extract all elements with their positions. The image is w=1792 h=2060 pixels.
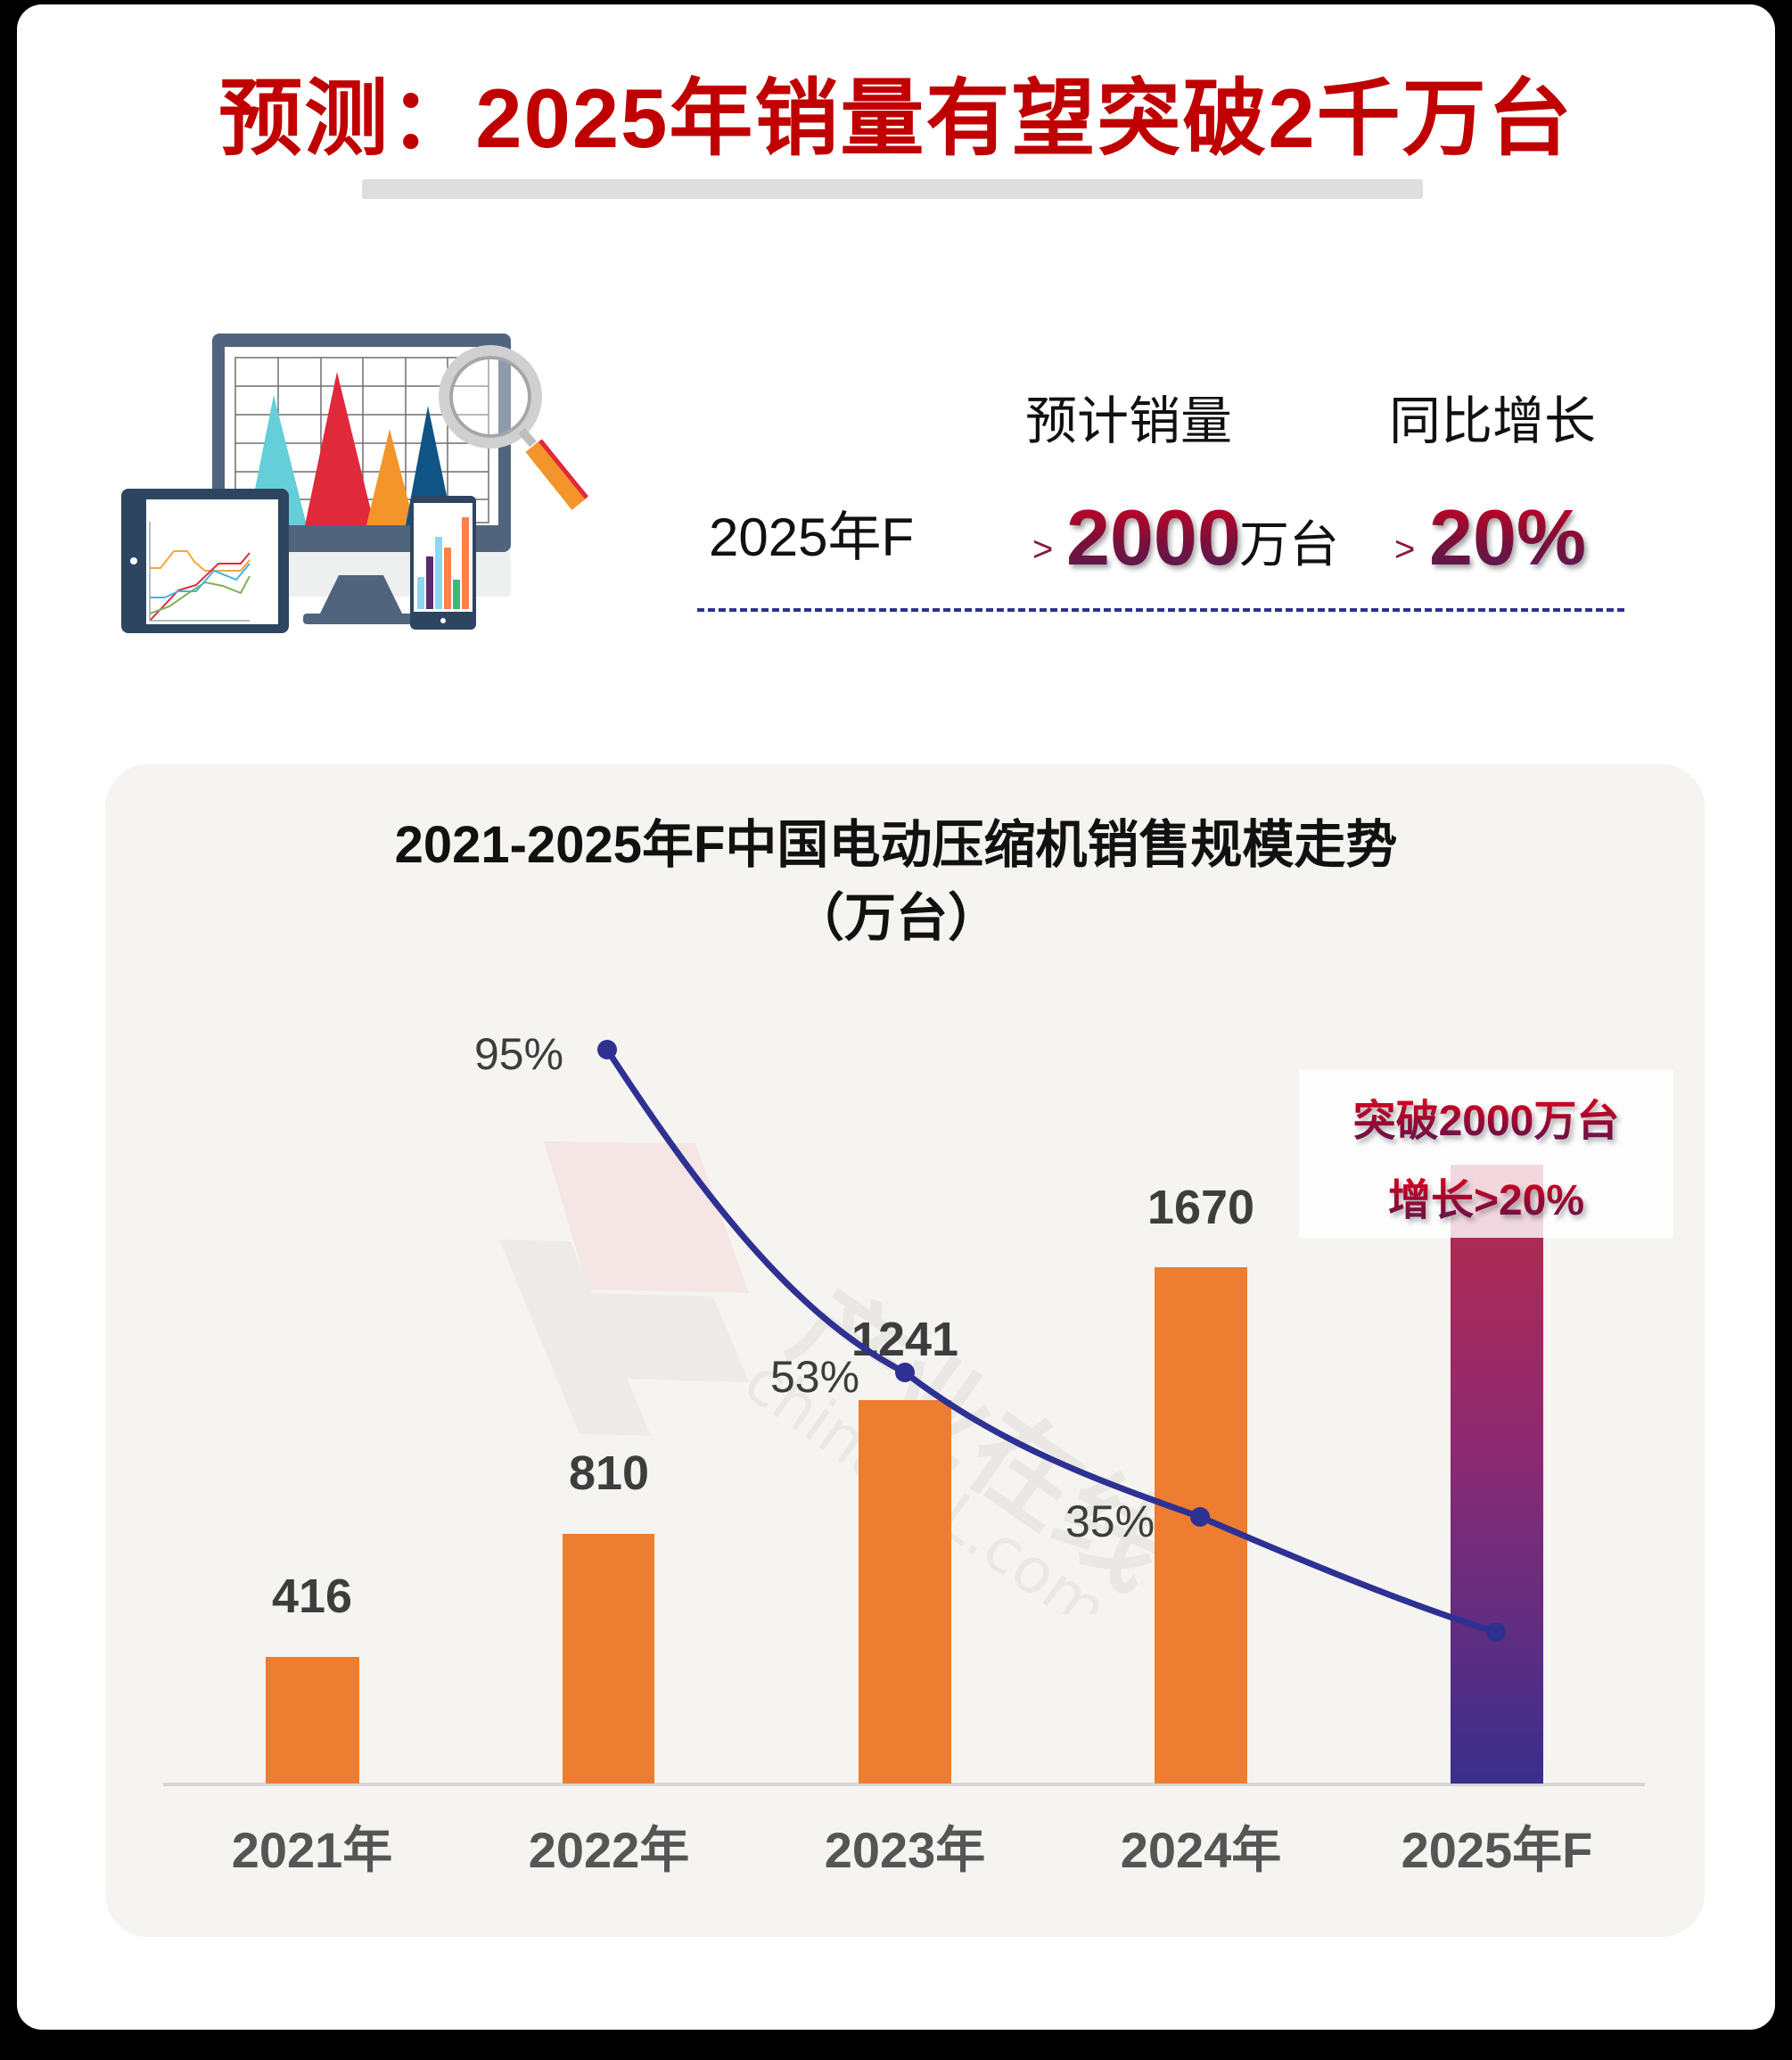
forecast-sales-value: 2000 <box>1066 493 1241 581</box>
bar-2021 <box>266 1657 359 1784</box>
forecast-growth-header: 同比增长 <box>1389 392 1597 450</box>
bar-value-2023: 1241 <box>851 1313 959 1366</box>
x-label-2021: 2021年 <box>231 1822 393 1878</box>
forecast-growth-value: 20% <box>1429 493 1587 581</box>
bar-2022 <box>563 1534 654 1784</box>
forecast-note-box <box>1299 1069 1673 1238</box>
bar-value-2024: 1670 <box>1147 1181 1255 1234</box>
bar-value-2021: 416 <box>271 1570 353 1623</box>
dashed-divider <box>697 608 1624 612</box>
forecast-sales-header: 预计销量 <box>1025 392 1233 450</box>
growth-point-2023 <box>895 1363 915 1382</box>
page-title: 预测：2025年销量有望突破2千万台 <box>218 71 1574 165</box>
sales-greater-than: > <box>1032 530 1054 569</box>
growth-label-2024: 35% <box>1065 1496 1155 1546</box>
forecast-sales-unit: 万台 <box>1239 516 1339 573</box>
x-label-2025f: 2025年F <box>1401 1822 1593 1878</box>
growth-label-2022: 95% <box>474 1029 564 1079</box>
forecast-note-line1: 突破2000万台 <box>1299 1095 1673 1149</box>
x-label-2023: 2023年 <box>824 1822 986 1878</box>
chart-title: 2021-2025年F中国电动压缩机销售规模走势 <box>394 816 1398 874</box>
forecast-year: 2025年F <box>709 507 915 567</box>
analytics-devices-icon <box>121 334 588 633</box>
growth-point-2025 <box>1486 1622 1506 1642</box>
forecast-note-line2: 增长>20% <box>1299 1174 1673 1228</box>
x-axis-line <box>163 1783 1645 1786</box>
bar-value-2022: 810 <box>568 1446 650 1500</box>
title-underline <box>362 179 1423 199</box>
chart-subtitle: （万台） <box>792 889 999 947</box>
bar-2023 <box>859 1400 951 1784</box>
x-label-2022: 2022年 <box>528 1822 690 1878</box>
growth-label-2023: 53% <box>770 1352 860 1402</box>
growth-point-2022 <box>597 1040 617 1059</box>
growth-greater-than: > <box>1394 530 1416 569</box>
x-label-2024: 2024年 <box>1120 1822 1282 1878</box>
bar-2025-forecast <box>1451 1165 1543 1784</box>
growth-point-2024 <box>1190 1507 1210 1527</box>
